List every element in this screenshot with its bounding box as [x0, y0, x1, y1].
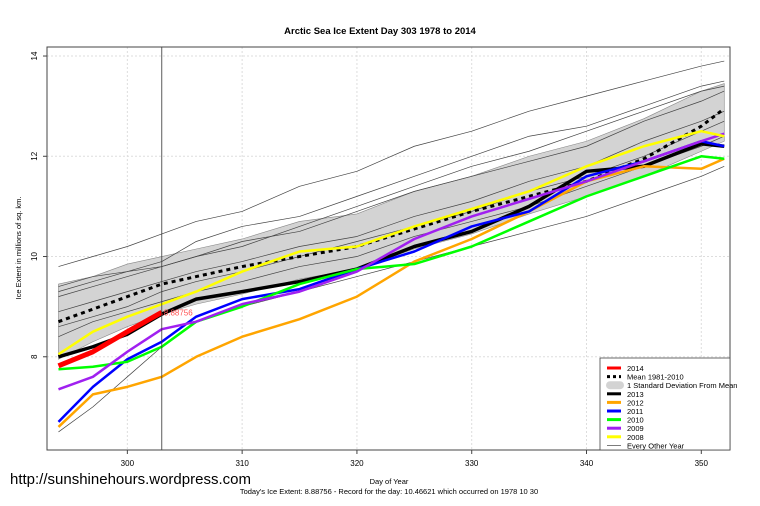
- legend-label: 2009: [627, 424, 644, 433]
- legend-label: Every Other Year: [627, 441, 685, 450]
- x-tick-label: 330: [465, 459, 479, 468]
- legend-swatch: [606, 381, 624, 390]
- y-tick-label: 10: [30, 252, 39, 261]
- series-line-year: [58, 120, 725, 328]
- x-tick-label: 310: [235, 459, 249, 468]
- watermark-url: http://sunshinehours.wordpress.com: [10, 471, 251, 488]
- series-line-year: [58, 135, 725, 338]
- y-tick-label: 12: [30, 151, 39, 160]
- x-tick-label: 340: [580, 459, 594, 468]
- legend-label: 2011: [627, 407, 643, 416]
- x-tick-label: 350: [695, 459, 709, 468]
- series-line-year: [58, 85, 725, 292]
- series-lines: [57, 60, 726, 433]
- legend-label: 2010: [627, 416, 644, 425]
- series-line-2008: [57, 129, 725, 356]
- series-line-year: [58, 165, 725, 433]
- legend-box: [599, 357, 731, 451]
- legend-label: 2012: [627, 398, 644, 407]
- legend-label: 1 Standard Deviation From Mean: [627, 381, 737, 390]
- footer-text: Today's Ice Extent: 8.88756 - Record for…: [240, 487, 538, 496]
- legend-label: 2008: [627, 433, 644, 442]
- series-line-year: [58, 110, 725, 312]
- legend-label: 2013: [627, 390, 644, 399]
- legend-label: 2014: [627, 364, 644, 373]
- x-tick-label: 320: [350, 459, 364, 468]
- x-tick-label: 300: [121, 459, 135, 468]
- y-tick-label: 14: [30, 51, 39, 60]
- y-tick-label: 8: [30, 354, 39, 359]
- chart-title: Arctic Sea Ice Extent Day 303 1978 to 20…: [284, 26, 476, 37]
- axis-ticks: 300 310 320 330 340 350 8 10 12 14: [30, 51, 709, 468]
- series-line-2010: [58, 155, 725, 371]
- series-line-year: [58, 90, 725, 297]
- std-band-area: [58, 83, 725, 360]
- series-line-2012: [57, 157, 725, 428]
- plot-frame: [46, 46, 731, 451]
- series-line-2009: [58, 132, 725, 391]
- series-line-year: [58, 80, 725, 287]
- legend-label: Mean 1981-2010: [627, 373, 684, 382]
- series-line-2014: [57, 310, 164, 369]
- std-band: [58, 83, 725, 360]
- point-label: 8.88756: [164, 308, 193, 317]
- series-line-every-other-year: [58, 60, 725, 267]
- y-axis-label: Ice Extent in millions of sq. km.: [14, 197, 23, 300]
- x-axis-label: Day of Year: [370, 477, 409, 486]
